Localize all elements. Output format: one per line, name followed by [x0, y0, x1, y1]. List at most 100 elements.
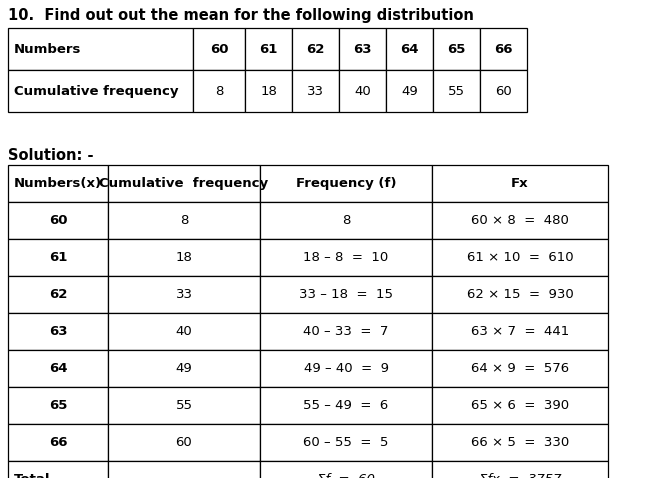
Bar — [260, 313, 432, 350]
Text: Fx: Fx — [511, 177, 529, 190]
Text: 49 – 40  =  9: 49 – 40 = 9 — [304, 362, 388, 375]
Bar — [432, 424, 608, 461]
Bar — [108, 276, 260, 313]
Text: 60: 60 — [49, 214, 68, 227]
Text: Σfx  =  3757: Σfx = 3757 — [479, 473, 562, 478]
Bar — [260, 276, 432, 313]
Bar — [108, 313, 260, 350]
Bar — [432, 350, 608, 387]
Text: Numbers: Numbers — [14, 43, 81, 55]
Bar — [433, 28, 480, 70]
Text: 66: 66 — [494, 43, 513, 55]
Text: 64 × 9  =  576: 64 × 9 = 576 — [471, 362, 569, 375]
Text: 18 – 8  =  10: 18 – 8 = 10 — [303, 251, 388, 264]
Text: 61 × 10  =  610: 61 × 10 = 610 — [466, 251, 573, 264]
Bar — [260, 387, 432, 424]
Bar — [108, 387, 260, 424]
Bar — [8, 28, 193, 70]
Text: 64: 64 — [400, 43, 419, 55]
Text: 60 × 8  =  480: 60 × 8 = 480 — [471, 214, 569, 227]
Text: 40: 40 — [176, 325, 192, 338]
Bar — [480, 28, 527, 70]
Bar — [193, 28, 245, 70]
Text: 62: 62 — [49, 288, 67, 301]
Text: Cumulative  frequency: Cumulative frequency — [100, 177, 268, 190]
Text: 8: 8 — [180, 214, 188, 227]
Bar — [108, 202, 260, 239]
Text: 65: 65 — [447, 43, 466, 55]
Bar — [108, 165, 260, 202]
Text: 40: 40 — [354, 85, 371, 98]
Bar — [260, 165, 432, 202]
Text: 63: 63 — [49, 325, 68, 338]
Text: Σf  =  60: Σf = 60 — [317, 473, 375, 478]
Bar — [8, 461, 108, 478]
Text: 66 × 5  =  330: 66 × 5 = 330 — [471, 436, 569, 449]
Text: 33 – 18  =  15: 33 – 18 = 15 — [299, 288, 393, 301]
Bar — [245, 70, 292, 112]
Bar — [386, 70, 433, 112]
Text: 18: 18 — [176, 251, 192, 264]
Bar — [108, 424, 260, 461]
Text: 8: 8 — [342, 214, 350, 227]
Text: 49: 49 — [401, 85, 418, 98]
Text: 65: 65 — [49, 399, 67, 412]
Bar — [433, 70, 480, 112]
Bar — [292, 70, 339, 112]
Bar — [8, 165, 108, 202]
Bar — [260, 239, 432, 276]
Bar — [8, 239, 108, 276]
Text: 60: 60 — [176, 436, 192, 449]
Bar — [432, 165, 608, 202]
Text: Numbers(x): Numbers(x) — [14, 177, 102, 190]
Text: 60: 60 — [495, 85, 512, 98]
Bar — [8, 313, 108, 350]
Bar — [8, 276, 108, 313]
Text: 62 × 15  =  930: 62 × 15 = 930 — [466, 288, 573, 301]
Bar — [339, 28, 386, 70]
Text: 18: 18 — [260, 85, 277, 98]
Bar — [260, 202, 432, 239]
Bar — [8, 202, 108, 239]
Text: 8: 8 — [215, 85, 223, 98]
Bar — [260, 424, 432, 461]
Text: 33: 33 — [176, 288, 192, 301]
Bar — [480, 70, 527, 112]
Text: 63 × 7  =  441: 63 × 7 = 441 — [471, 325, 569, 338]
Bar — [8, 424, 108, 461]
Text: 65 × 6  =  390: 65 × 6 = 390 — [471, 399, 569, 412]
Text: 60: 60 — [210, 43, 228, 55]
Bar — [432, 276, 608, 313]
Bar — [108, 239, 260, 276]
Bar — [432, 239, 608, 276]
Bar — [432, 387, 608, 424]
Text: 33: 33 — [307, 85, 324, 98]
Bar — [432, 202, 608, 239]
Text: Cumulative frequency: Cumulative frequency — [14, 85, 178, 98]
Text: 66: 66 — [49, 436, 68, 449]
Text: 10.  Find out out the mean for the following distribution: 10. Find out out the mean for the follow… — [8, 8, 474, 23]
Text: 40 – 33  =  7: 40 – 33 = 7 — [303, 325, 389, 338]
Bar — [292, 28, 339, 70]
Bar — [339, 70, 386, 112]
Text: 55 – 49  =  6: 55 – 49 = 6 — [303, 399, 388, 412]
Text: Frequency (f): Frequency (f) — [296, 177, 396, 190]
Bar — [8, 70, 193, 112]
Text: 61: 61 — [49, 251, 67, 264]
Bar — [245, 28, 292, 70]
Text: 64: 64 — [49, 362, 68, 375]
Bar — [260, 350, 432, 387]
Text: 49: 49 — [176, 362, 192, 375]
Bar — [8, 350, 108, 387]
Text: Total: Total — [14, 473, 51, 478]
Bar — [108, 350, 260, 387]
Text: Solution: -: Solution: - — [8, 148, 94, 163]
Bar — [432, 461, 608, 478]
Bar — [108, 461, 260, 478]
Bar — [8, 387, 108, 424]
Bar — [260, 461, 432, 478]
Text: 63: 63 — [353, 43, 372, 55]
Bar — [432, 313, 608, 350]
Text: 61: 61 — [259, 43, 277, 55]
Text: 62: 62 — [306, 43, 325, 55]
